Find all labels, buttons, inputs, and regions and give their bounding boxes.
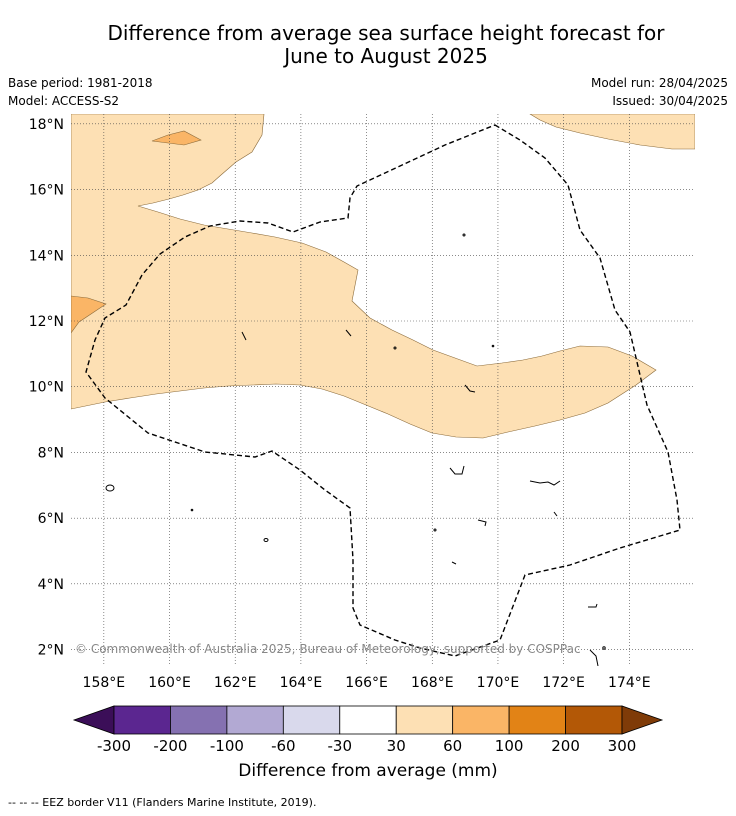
colorbar-tick-label: -100 — [210, 737, 244, 755]
longitude-tick-labels: 158°E 160°E 162°E 164°E 166°E 168°E 170°E 172°E… — [83, 675, 651, 691]
meta-left: Base period: 1981-2018 Model: ACCESS-S2 — [8, 74, 153, 110]
lat-tick-label: 8°N — [38, 445, 64, 461]
lon-tick-label: 166°E — [345, 675, 388, 691]
colorbar-tick-label: 300 — [608, 737, 637, 755]
colorbar-tick-label: 30 — [387, 737, 406, 755]
colorbar-extension-low — [72, 705, 115, 735]
title-line-1: Difference from average sea surface heig… — [107, 21, 665, 45]
colorbar-tick-label: 60 — [443, 737, 462, 755]
lon-tick-label: 174°E — [608, 675, 651, 691]
colorbar-segment — [113, 705, 171, 735]
colorbar-segment — [565, 705, 623, 735]
colorbar-tick-label: -200 — [153, 737, 187, 755]
latitude-tick-labels: 2°N 4°N 6°N 8°N 10°N 12°N 14°N 16°N 18°N — [29, 117, 64, 659]
lon-tick-label: 170°E — [477, 675, 520, 691]
anomaly-band-30-60 — [71, 114, 657, 439]
base-period: Base period: 1981-2018 — [8, 76, 153, 90]
lat-tick-label: 2°N — [38, 643, 64, 659]
colorbar-segment — [452, 705, 510, 735]
colorbar-segment — [339, 705, 397, 735]
meta-right: Model run: 28/04/2025 Issued: 30/04/2025 — [591, 74, 728, 110]
colorbar-tick-label: 100 — [495, 737, 524, 755]
lat-tick-label: 10°N — [29, 380, 64, 396]
lat-tick-label: 16°N — [29, 183, 64, 199]
eez-footnote: -- -- -- EEZ border V11 (Flanders Marine… — [8, 796, 317, 809]
anomaly-band-60-100-west — [71, 295, 107, 334]
colorbar-tick-label: -30 — [328, 737, 353, 755]
lon-tick-label: 158°E — [83, 675, 126, 691]
map-title: Difference from average sea surface heig… — [0, 22, 736, 68]
island-outlines — [105, 233, 606, 666]
map-gridlines — [71, 114, 695, 666]
colorbar-segment — [508, 705, 566, 735]
title-line-2: June to August 2025 — [284, 44, 488, 68]
lat-tick-label: 6°N — [38, 511, 64, 527]
model-run: Model run: 28/04/2025 — [590, 76, 728, 90]
colorbar-segment — [282, 705, 341, 735]
lon-tick-label: 162°E — [214, 675, 257, 691]
lat-tick-label: 18°N — [29, 117, 64, 133]
issued-date: Issued: 30/04/2025 — [612, 94, 728, 108]
anomaly-band-30-60-ne — [529, 114, 695, 150]
colorbar-tick-label: -60 — [271, 737, 296, 755]
lon-tick-label: 160°E — [148, 675, 191, 691]
lon-tick-label: 172°E — [542, 675, 585, 691]
lat-tick-label: 14°N — [29, 248, 64, 264]
colorbar-tick-label: -300 — [97, 737, 131, 755]
colorbar-tick-label: 200 — [551, 737, 580, 755]
colorbar: -300 -200 -100 -60 -30 30 60 100 200 300 — [72, 705, 664, 755]
colorbar-segment — [226, 705, 284, 735]
eez-border — [85, 124, 681, 657]
lat-tick-label: 12°N — [29, 314, 64, 330]
lon-tick-label: 168°E — [411, 675, 454, 691]
colorbar-extension-high — [621, 705, 664, 735]
colorbar-label: Difference from average (mm) — [238, 761, 498, 781]
map-plot-area — [71, 114, 695, 666]
anomaly-band-60-100-north — [151, 130, 202, 146]
colorbar-segment — [170, 705, 228, 735]
copyright-notice: © Commonwealth of Australia 2025, Bureau… — [75, 642, 581, 656]
colorbar-segment — [395, 705, 454, 735]
lat-tick-label: 4°N — [38, 577, 64, 593]
model-name: Model: ACCESS-S2 — [8, 94, 120, 108]
lon-tick-label: 164°E — [280, 675, 323, 691]
